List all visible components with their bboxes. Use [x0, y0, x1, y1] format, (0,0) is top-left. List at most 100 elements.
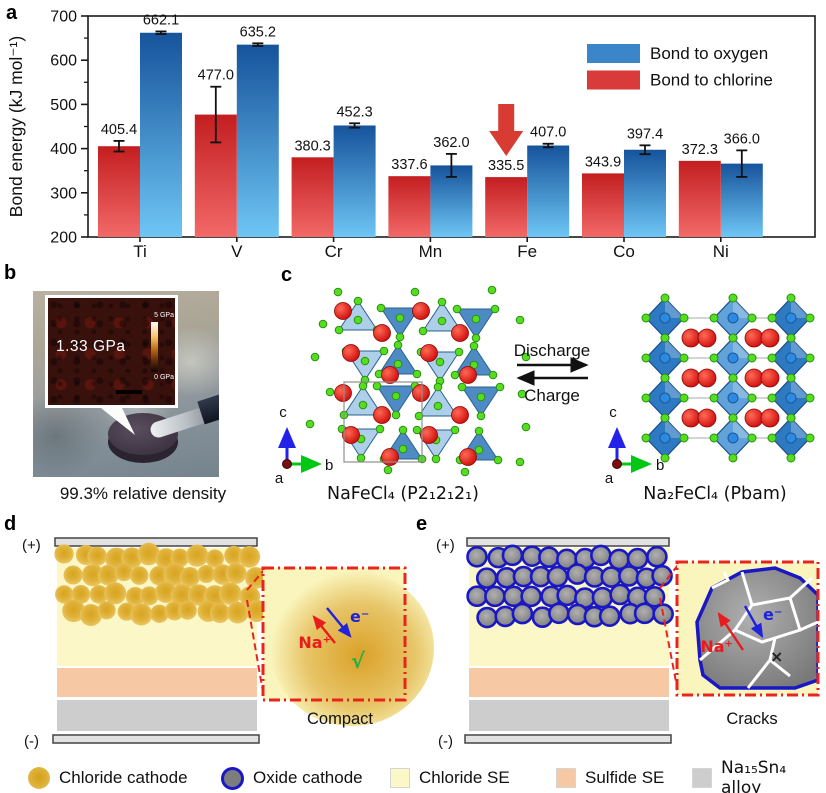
svg-text:337.6: 337.6 — [391, 157, 427, 173]
d-sodium-ion-label: Na⁺ — [298, 633, 331, 652]
colorbar-max-label: 5 GPa — [154, 312, 174, 319]
legend-label: Na₁₅Sn₄ alloy — [721, 758, 787, 793]
nafecl4-structure — [305, 285, 531, 477]
d-electron-label: e⁻ — [350, 607, 369, 626]
e-sulfide-se-layer — [469, 668, 669, 697]
e-electron-label: e⁻ — [763, 605, 782, 624]
bar-Co — [582, 173, 624, 237]
legend-item-chloride-se: Chloride SE — [390, 764, 510, 792]
d-caption: Compact — [307, 710, 373, 728]
d-sulfide-se-layer — [57, 668, 257, 697]
legend-label: Chloride SE — [419, 768, 510, 787]
d-bottom-electrode — [52, 734, 260, 744]
svg-text:Ni: Ni — [713, 242, 729, 260]
legend-item-oxide-cathode: Oxide cathode — [221, 764, 363, 792]
modulus-colorbar — [151, 322, 158, 372]
svg-text:397.4: 397.4 — [627, 126, 663, 142]
svg-text:662.1: 662.1 — [143, 12, 179, 28]
svg-text:700: 700 — [50, 9, 77, 26]
svg-text:343.9: 343.9 — [585, 154, 621, 170]
bar-Mn — [388, 176, 431, 237]
scale-bar — [116, 390, 142, 394]
axis-a-label: a — [275, 470, 284, 487]
chloride-cathode-swatch — [28, 767, 50, 789]
panel-letter-a: a — [6, 2, 18, 24]
svg-text:Fe: Fe — [517, 242, 537, 260]
bar-Ti — [98, 146, 140, 237]
crystal-structures: Discharge Charge NaFeCl₄ (P2₁2₁2₁) Na₂Fe… — [275, 285, 815, 504]
legend-label: Oxide cathode — [253, 768, 363, 787]
particles-and-insets — [54, 542, 820, 726]
oxide-cathode-swatch — [221, 766, 244, 790]
na2fecl4-structure — [641, 293, 815, 463]
figure-legend: Chloride cathode Oxide cathode Chloride … — [0, 758, 826, 793]
left-formula: NaFeCl₄ (P2₁2₁2₁) — [327, 484, 479, 504]
svg-text:Ti: Ti — [133, 242, 147, 260]
d-positive-terminal: (+) — [22, 537, 41, 554]
svg-text:477.0: 477.0 — [198, 68, 234, 84]
legend-label: Sulfide SE — [585, 768, 665, 787]
svg-text:Bond to chlorine: Bond to chlorine — [650, 71, 773, 90]
d-alloy-layer — [57, 700, 257, 731]
axis-c-label: c — [609, 404, 617, 421]
reaction-arrows — [516, 357, 589, 386]
svg-text:400: 400 — [50, 141, 77, 158]
modulus-value: 1.33 GPa — [56, 338, 126, 355]
panel-letter-b: b — [4, 262, 17, 284]
legend-label: Chloride cathode — [59, 768, 188, 787]
svg-text:V: V — [231, 242, 243, 260]
d-top-electrode — [54, 537, 258, 547]
svg-text:Cr: Cr — [325, 242, 343, 260]
bar-Ni — [678, 160, 721, 237]
bar-Co — [624, 149, 666, 237]
svg-text:380.3: 380.3 — [294, 138, 330, 154]
axis-c-label: c — [279, 404, 287, 421]
axis-indicators — [278, 427, 652, 473]
e-sodium-ion-label: Na⁺ — [700, 637, 733, 656]
panel-letter-e: e — [416, 513, 428, 535]
bar-Cr — [291, 157, 334, 237]
density-caption: 99.3% relative density — [59, 484, 227, 503]
e-alloy-layer — [469, 700, 669, 731]
legend-item-sulfide-se: Sulfide SE — [556, 764, 664, 792]
charge-label: Charge — [524, 386, 580, 405]
axis-b-label: b — [325, 457, 333, 474]
svg-text:500: 500 — [50, 97, 77, 114]
cell-schematics: (+) (-) (+) (-) Na⁺ e⁻ √ Compact Na⁺ e⁻ … — [22, 537, 820, 750]
legend-item-chloride-cathode: Chloride cathode — [28, 764, 188, 792]
svg-text:200: 200 — [50, 230, 77, 247]
sulfide-se-swatch — [556, 768, 576, 788]
svg-text:Bond to oxygen: Bond to oxygen — [650, 44, 768, 63]
svg-text:300: 300 — [50, 185, 77, 202]
discharge-label: Discharge — [514, 341, 591, 360]
pellet-photo: 1.33 GPa 5 GPa 0 GPa — [33, 291, 219, 477]
e-cross-mark: × — [770, 647, 783, 666]
alloy-swatch — [692, 768, 712, 788]
e-top-electrode — [466, 537, 670, 547]
bars: 662.1 405.4 635.2 477.0 452.3 380.3 362.0 337.6… — [98, 12, 763, 237]
bar-Fe — [485, 177, 528, 237]
d-negative-terminal: (-) — [24, 733, 39, 750]
panel-letter-d: d — [4, 513, 17, 535]
svg-text:405.4: 405.4 — [101, 122, 137, 138]
right-formula: Na₂FeCl₄ (Pbam) — [643, 484, 786, 504]
svg-text:635.2: 635.2 — [240, 24, 276, 40]
bar-Ti — [140, 32, 182, 237]
svg-text:335.5: 335.5 — [488, 158, 524, 174]
svg-text:Mn: Mn — [419, 242, 443, 260]
e-bottom-electrode — [464, 734, 672, 744]
e-positive-terminal: (+) — [436, 537, 455, 554]
svg-text:362.0: 362.0 — [433, 135, 469, 151]
bond-energy-bar-chart: 200 300 400 500 600 700 Bond energy (kJ mol⁻¹)… — [6, 9, 816, 260]
chloride-se-swatch — [390, 768, 410, 788]
legend-item-alloy: Na₁₅Sn₄ alloy — [692, 758, 826, 793]
e-negative-terminal: (-) — [438, 733, 453, 750]
axis-a-label: a — [605, 470, 614, 487]
svg-text:452.3: 452.3 — [336, 104, 372, 120]
e-caption: Cracks — [726, 710, 777, 728]
axis-b-label: b — [656, 457, 664, 474]
bar-Fe — [527, 145, 570, 237]
colorbar-min-label: 0 GPa — [154, 374, 174, 381]
d-check-mark: √ — [351, 649, 366, 673]
